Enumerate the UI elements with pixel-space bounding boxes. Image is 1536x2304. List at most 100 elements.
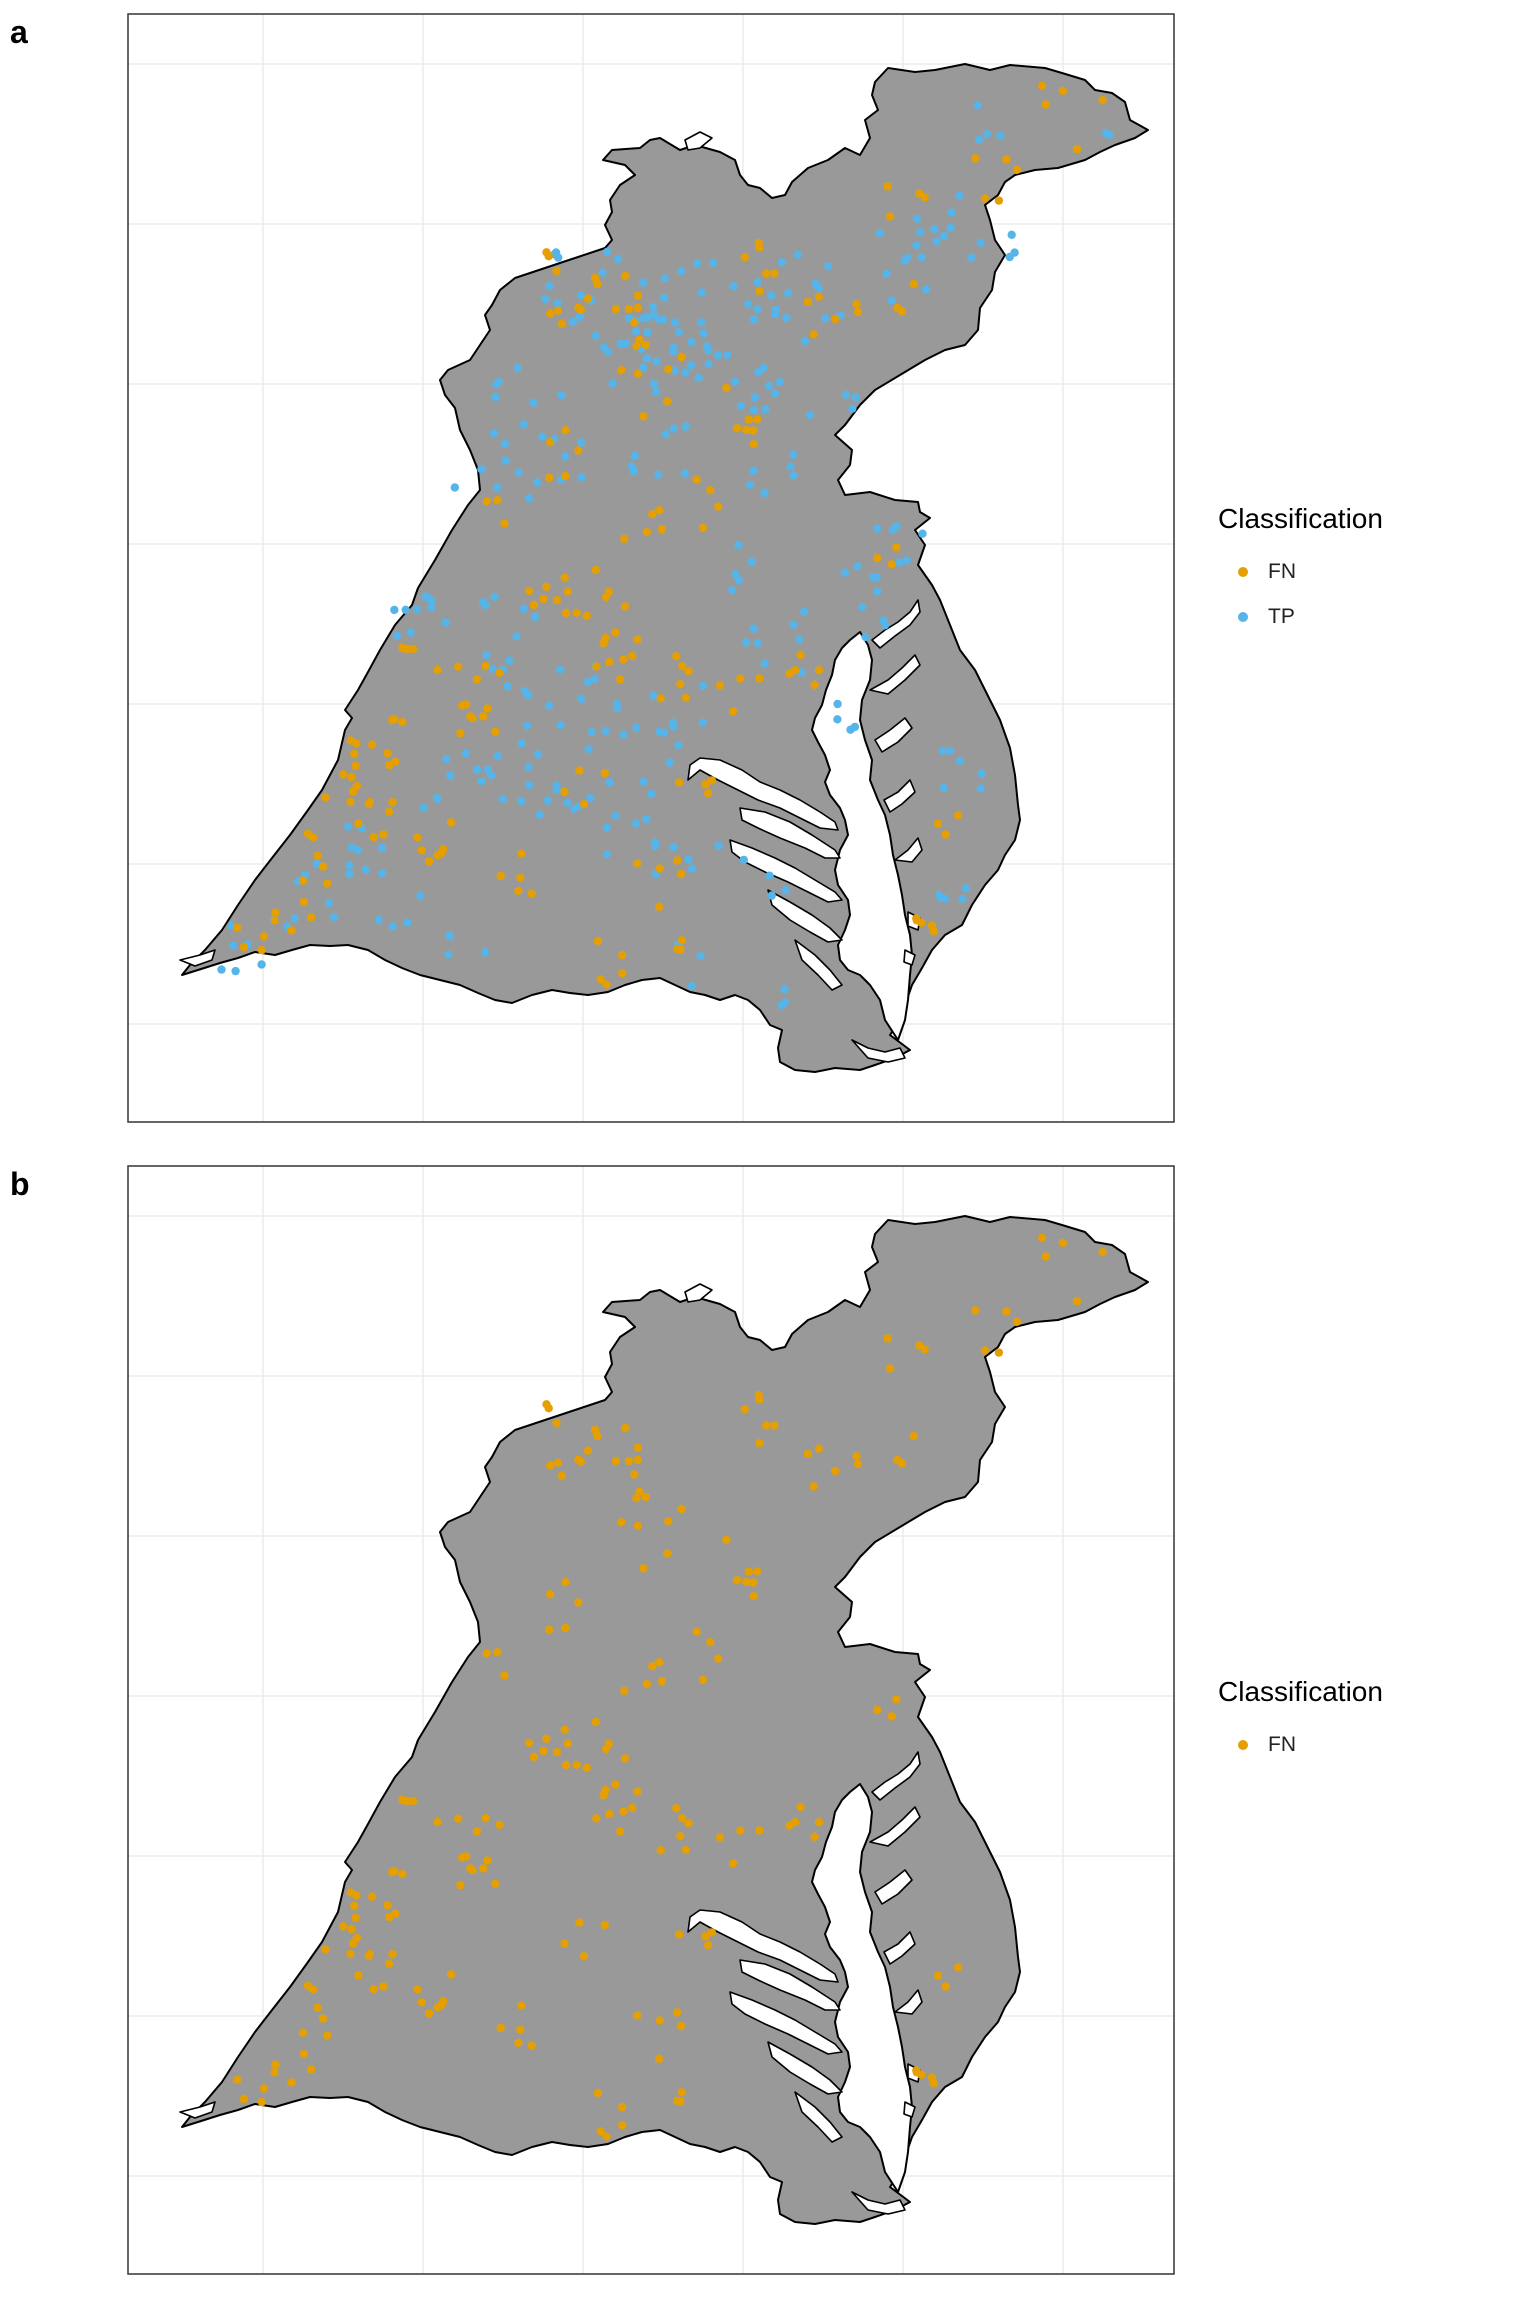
point-tp [749, 624, 758, 633]
point-tp [736, 402, 745, 411]
point-fn [500, 519, 509, 528]
point-fn [354, 819, 363, 828]
point-fn [259, 932, 269, 941]
point-fn [701, 780, 710, 789]
point-fn [553, 1458, 563, 1467]
point-tp [936, 893, 945, 903]
point-tp [505, 656, 514, 665]
point-fn [620, 1754, 630, 1763]
point-tp [538, 432, 547, 441]
point-fn [545, 1625, 554, 1634]
point-fn [270, 2068, 279, 2077]
point-fn [657, 1676, 667, 1686]
point-fn [617, 366, 626, 375]
point-fn [544, 252, 553, 261]
point-fn [364, 1951, 374, 1961]
point-tp [412, 605, 422, 614]
point-tp [939, 783, 949, 793]
point-fn [887, 1712, 896, 1721]
point-tp [734, 576, 744, 585]
point-tp [494, 378, 503, 387]
point-tp [946, 746, 955, 755]
legend-key-fn [1238, 566, 1248, 577]
point-fn [402, 644, 411, 654]
point-tp [761, 405, 770, 414]
point-tp [552, 781, 561, 791]
point-tp [446, 771, 455, 780]
point-tp [535, 810, 544, 819]
point-tp [697, 288, 706, 297]
point-tp [955, 191, 964, 200]
point-tp [631, 327, 641, 336]
point-tp [374, 915, 383, 925]
point-tp [324, 898, 334, 908]
point-tp [442, 754, 451, 764]
point-tp [598, 268, 607, 277]
point-tp [749, 405, 759, 415]
point-tp [697, 318, 706, 327]
point-fn [346, 736, 355, 745]
point-tp [639, 777, 648, 786]
point-fn [809, 330, 818, 339]
point-tp [783, 288, 793, 298]
point-tp [427, 596, 436, 606]
legend-key-tp [1238, 611, 1248, 622]
point-fn [323, 879, 332, 888]
point-fn [402, 1796, 411, 1806]
point-fn [633, 291, 643, 300]
point-tp [638, 363, 648, 372]
point-fn [433, 2003, 442, 2012]
point-fn [574, 303, 583, 312]
legend-label-tp: TP [1268, 604, 1295, 628]
point-fn [1012, 1317, 1022, 1326]
point-tp [873, 524, 882, 533]
point-tp [661, 430, 670, 439]
point-fn [611, 1780, 620, 1789]
point-tp [947, 208, 956, 217]
point-fn [539, 594, 548, 604]
legend-entry-fn: FN [1218, 549, 1383, 594]
point-fn [605, 1809, 614, 1819]
point-tp [760, 488, 769, 498]
point-tp [746, 480, 755, 489]
point-tp [603, 247, 612, 257]
point-fn [561, 1623, 570, 1633]
point-fn [270, 916, 279, 925]
point-fn [656, 1846, 665, 1855]
point-fn [313, 2003, 322, 2013]
point-fn [814, 666, 824, 675]
point-fn [383, 749, 392, 758]
point-fn [892, 543, 901, 552]
point-fn [648, 510, 657, 519]
point-fn [941, 830, 950, 839]
point-fn [971, 1306, 980, 1315]
point-fn [433, 1817, 442, 1827]
point-tp [797, 668, 806, 677]
point-fn [591, 565, 600, 575]
point-fn [347, 1924, 356, 1934]
point-fn [1012, 165, 1022, 174]
point-fn [642, 527, 651, 537]
point-fn [321, 793, 330, 802]
plot-border-a [127, 13, 1175, 1123]
point-fn [831, 314, 840, 324]
point-tp [684, 855, 693, 864]
point-fn [810, 1832, 819, 1841]
point-fn [456, 728, 465, 738]
panel-b-label: b [10, 1166, 30, 1202]
point-tp [782, 313, 791, 323]
point-fn [755, 1395, 764, 1404]
point-fn [941, 1982, 950, 1991]
point-tp [771, 305, 781, 314]
point-tp [840, 568, 850, 577]
point-tp [912, 214, 922, 223]
point-fn [642, 1679, 651, 1689]
point-fn [239, 2094, 249, 2104]
point-fn [552, 1748, 562, 1757]
tributary-b-6 [871, 1751, 921, 1801]
tributary-b-12 [179, 2101, 216, 2119]
point-tp [490, 592, 499, 601]
point-fn [617, 1518, 626, 1527]
point-tp [753, 278, 762, 287]
point-tp [347, 843, 356, 852]
